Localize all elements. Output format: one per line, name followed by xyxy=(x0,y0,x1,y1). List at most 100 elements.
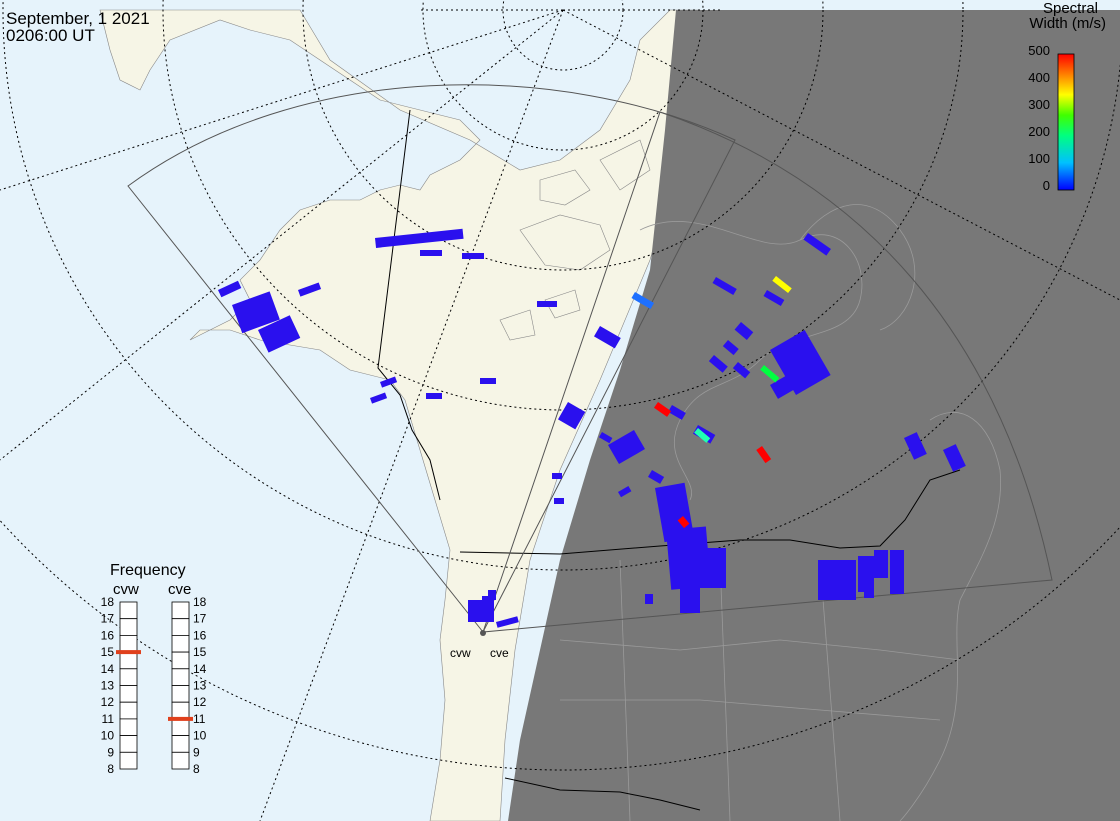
cell xyxy=(653,401,672,417)
cell xyxy=(558,402,586,430)
cell xyxy=(772,276,792,294)
frequency-marker-cvw xyxy=(116,650,141,655)
colorbar-gradient xyxy=(1057,53,1075,191)
colorbar-tick: 400 xyxy=(1028,70,1050,85)
colorbar-tick: 200 xyxy=(1028,124,1050,139)
land-island-2 xyxy=(539,169,591,206)
frequency-box xyxy=(171,668,190,686)
frequency-tick-left: 13 xyxy=(101,679,115,693)
frequency-box xyxy=(171,651,190,670)
colorbar-tick: 300 xyxy=(1028,97,1050,112)
frequency-tick-left: 10 xyxy=(101,729,115,743)
radar-label-cvw: cvw xyxy=(450,646,471,660)
frequency-tick-right: 16 xyxy=(193,628,207,642)
frequency-tick-right: 9 xyxy=(193,745,200,759)
night-region xyxy=(508,10,1120,821)
night-coastlines xyxy=(559,204,1002,821)
cell xyxy=(552,473,562,479)
cell xyxy=(803,233,831,256)
us-canada-border xyxy=(459,469,961,555)
frequency-box xyxy=(119,635,138,653)
cell xyxy=(708,355,728,373)
frequency-tick-left: 12 xyxy=(101,695,115,709)
frequency-tick-right: 11 xyxy=(193,712,206,726)
colorbar-tick: 500 xyxy=(1028,43,1050,58)
frequency-tick-right: 18 xyxy=(193,595,207,609)
cell xyxy=(370,392,388,404)
land-masses xyxy=(99,9,701,821)
cell xyxy=(668,405,686,420)
land-arctic-islands xyxy=(519,214,611,271)
colorbar-tick: 0 xyxy=(1043,178,1050,193)
frequency-box xyxy=(171,718,190,737)
land-island-4 xyxy=(499,309,536,341)
cell xyxy=(734,321,754,340)
cell xyxy=(942,444,966,472)
frequency-tick-left: 8 xyxy=(107,762,114,776)
cell xyxy=(480,378,496,384)
frequency-tick-left: 14 xyxy=(101,662,115,676)
colorbar-title-line1: Spectral xyxy=(1043,0,1098,17)
frequency-panel: Frequency cvw cve 18 17 16 15 14 13 12 11 10 9 8 1… xyxy=(101,562,207,776)
cell xyxy=(380,376,398,388)
cell xyxy=(818,560,856,600)
frequency-box xyxy=(119,735,138,753)
cell xyxy=(722,340,739,356)
cell xyxy=(618,486,632,498)
frequency-box xyxy=(171,701,190,720)
frequency-box xyxy=(119,618,138,636)
cell xyxy=(677,516,690,529)
frequency-tick-left: 16 xyxy=(101,628,115,642)
cell xyxy=(462,253,484,259)
frequency-tick-left: 11 xyxy=(102,712,115,726)
cell xyxy=(631,292,655,310)
frequency-box xyxy=(171,601,190,620)
cell xyxy=(904,432,927,460)
scatter-cells xyxy=(218,228,966,628)
frequency-tick-left: 17 xyxy=(101,612,115,626)
frequency-title: Frequency xyxy=(110,562,186,579)
cell xyxy=(488,590,496,600)
cell xyxy=(375,228,464,248)
scatter-cells-highwidth xyxy=(631,276,792,529)
frequency-box xyxy=(119,668,138,686)
cell xyxy=(537,301,557,307)
cell xyxy=(760,364,780,383)
cell xyxy=(257,315,301,353)
frequency-tick-right: 14 xyxy=(193,662,207,676)
frequency-box xyxy=(171,751,190,770)
fov-cve xyxy=(482,111,1053,633)
cell xyxy=(468,600,494,622)
frequency-ticks-right: 18 17 16 15 14 13 12 11 10 9 8 xyxy=(193,595,207,776)
cell xyxy=(874,550,888,578)
frequency-box xyxy=(119,685,138,703)
plot-time: 0206:00 UT xyxy=(6,26,95,45)
frequency-box xyxy=(171,635,190,653)
frequency-tick-right: 15 xyxy=(193,645,207,659)
cell xyxy=(218,280,242,298)
radar-label-cve: cve xyxy=(490,646,509,660)
cell xyxy=(666,526,712,590)
cell xyxy=(864,580,874,598)
frequency-box xyxy=(119,651,138,670)
cell xyxy=(756,446,772,464)
frequency-tick-left: 18 xyxy=(101,595,115,609)
cell xyxy=(694,427,711,443)
cell xyxy=(732,362,751,379)
cell xyxy=(554,498,564,504)
cell xyxy=(645,594,653,604)
cell xyxy=(608,429,645,465)
plot-date: September, 1 2021 xyxy=(6,9,150,28)
cell xyxy=(770,330,831,396)
colorbar-ticks: 500 400 300 200 100 0 xyxy=(1028,43,1050,193)
frequency-tick-left: 15 xyxy=(101,645,115,659)
cell xyxy=(763,290,785,307)
frequency-radar-right: cve xyxy=(168,581,191,598)
cell xyxy=(232,291,280,334)
borders xyxy=(377,109,961,811)
radar-fov xyxy=(127,84,1053,633)
frequency-box xyxy=(171,685,190,703)
colorbar: 500 400 300 200 100 0 Spectral Width (m/… xyxy=(1028,0,1106,193)
